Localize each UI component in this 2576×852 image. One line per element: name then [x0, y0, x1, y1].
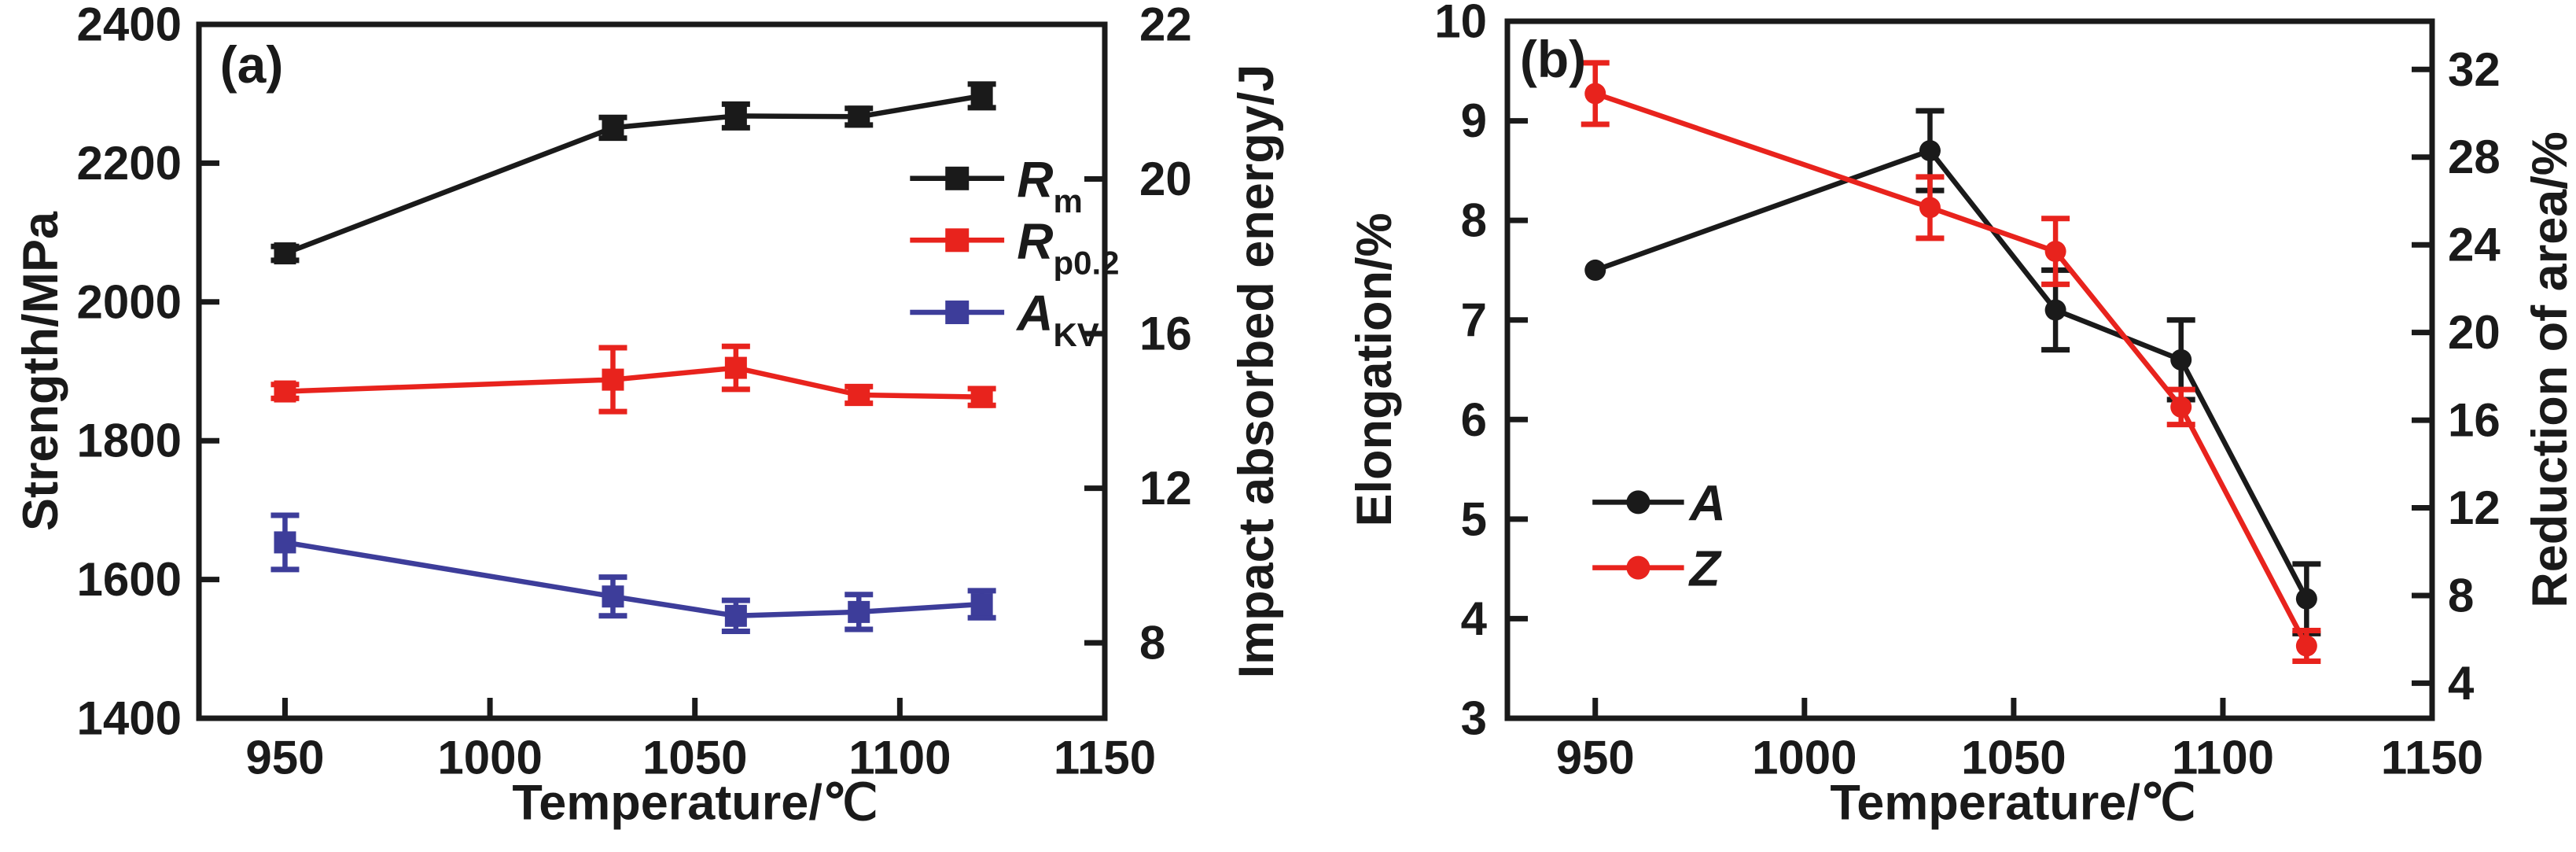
data-point	[2170, 349, 2192, 371]
x-tick-label: 1150	[2381, 732, 2483, 784]
data-point	[848, 600, 870, 623]
data-point	[848, 383, 870, 406]
y-right-pinned-label: 22	[1139, 0, 1192, 51]
y-left-tick-label: 5	[1461, 492, 1487, 545]
x-tick-label: 1000	[1752, 732, 1857, 784]
data-point	[602, 368, 624, 391]
series-Rp0.2	[270, 343, 996, 415]
data-point	[970, 385, 993, 408]
data-point	[1584, 83, 1606, 105]
panel-b-label: (b)	[1519, 30, 1587, 88]
legend-label: Z	[1688, 540, 1723, 597]
axes-frame	[1504, 18, 2435, 721]
y-left-tick-label: 4	[1461, 592, 1488, 645]
y-left-tick-label: 9	[1461, 94, 1487, 147]
y-right-tick-label: 12	[2448, 481, 2501, 534]
data-point	[602, 585, 624, 608]
data-point	[602, 116, 624, 139]
legend-label: A	[1688, 474, 1726, 531]
y-left-tick-label: 10	[1434, 0, 1487, 48]
y-right-tick-label: 32	[2448, 43, 2501, 96]
y-left-tick-label: 7	[1461, 293, 1487, 346]
data-point	[274, 242, 296, 265]
y-left-tick-label: 8	[1461, 194, 1487, 247]
series-Z	[1581, 60, 2321, 665]
legend-marker	[945, 166, 970, 190]
panel-a-x-axis-title: Temperature/℃	[512, 775, 878, 831]
y-right-tick-label: 20	[1139, 153, 1192, 205]
y-right-tick-label: 28	[2448, 131, 2501, 183]
legend-label: AKV	[1015, 285, 1099, 353]
data-point	[724, 105, 747, 127]
y-left-tick-label: 3	[1461, 692, 1487, 745]
y-left-tick-label: 1600	[77, 553, 182, 606]
legend-marker	[945, 228, 970, 253]
data-point	[970, 84, 993, 107]
x-tick-label: 1000	[437, 732, 542, 784]
series-line	[285, 365, 982, 400]
panel-a-left-axis-title: Strength/MPa	[13, 211, 68, 532]
data-point	[970, 593, 993, 616]
y-right-tick-label: 8	[1139, 617, 1165, 669]
legend-label: Rm	[1017, 151, 1083, 219]
x-tick-label: 1050	[642, 732, 747, 784]
x-tick-label: 950	[1556, 732, 1635, 784]
series-line	[1594, 148, 2309, 600]
data-point	[274, 531, 296, 554]
data-point	[274, 380, 296, 403]
legend-marker	[1626, 555, 1650, 580]
panel-b-legend: AZ	[1592, 474, 1726, 597]
y-right-tick-label: 12	[1139, 462, 1192, 515]
series-Rm	[270, 81, 996, 265]
series-line	[284, 540, 982, 619]
series-AKV	[270, 512, 996, 634]
y-right-tick-label: 4	[2448, 657, 2475, 710]
y-left-tick-label: 2400	[77, 0, 182, 51]
series-A	[1584, 108, 2321, 636]
panel-b-right-axis-title: Reduction of area/%	[2523, 131, 2576, 608]
panel-a-label: (a)	[219, 35, 284, 94]
data-point	[1919, 140, 1941, 162]
data-point	[2044, 241, 2066, 263]
x-tick-label: 1100	[848, 732, 951, 784]
legend-marker	[1626, 490, 1650, 515]
y-left-tick-label: 1800	[77, 415, 182, 467]
data-point	[1919, 197, 1941, 219]
panel-b-x-axis-title: Temperature/℃	[1830, 775, 2196, 831]
data-point	[724, 356, 747, 379]
series-line	[284, 93, 983, 256]
y-left-tick-label: 1400	[77, 692, 182, 745]
x-tick-label: 1100	[2172, 732, 2274, 784]
axes-frame	[196, 21, 1108, 721]
y-left-tick-label: 2200	[77, 137, 182, 190]
data-point	[2295, 635, 2317, 657]
y-right-tick-label: 24	[2448, 219, 2501, 271]
x-tick-label: 1150	[1054, 732, 1156, 784]
data-point	[1584, 259, 1606, 281]
panel-b-left-axis-title: Elongation/%	[1347, 212, 1402, 527]
legend-marker	[945, 301, 970, 325]
data-point	[848, 105, 870, 128]
panel-a-plot: 950 1000 1050 1100 1150 1400 1600 1800 2000 2200 2…	[77, 0, 1192, 784]
x-tick-label: 1050	[1961, 732, 2066, 784]
y-right-tick-label: 20	[2448, 306, 2501, 359]
y-right-tick-label: 8	[2448, 569, 2474, 621]
panel-b-plot: 950 1000 1050 1100 1150 3 4 5 6 7 8 9 10 4 8 12 16 20 24 28…	[1434, 0, 2501, 784]
y-left-tick-label: 6	[1461, 393, 1487, 446]
y-right-tick-label: 16	[2448, 394, 2501, 447]
panel-a-right-axis-title: Impact absorbed energy/J	[1229, 64, 1284, 679]
legend-label: Rp0.2	[1017, 212, 1119, 281]
data-point	[724, 604, 747, 627]
y-left-tick-label: 2000	[77, 275, 182, 328]
data-point	[2295, 588, 2317, 610]
x-tick-label: 950	[245, 732, 324, 784]
data-point	[2170, 396, 2192, 418]
y-right-tick-label: 16	[1139, 308, 1192, 360]
data-point	[2044, 299, 2066, 321]
